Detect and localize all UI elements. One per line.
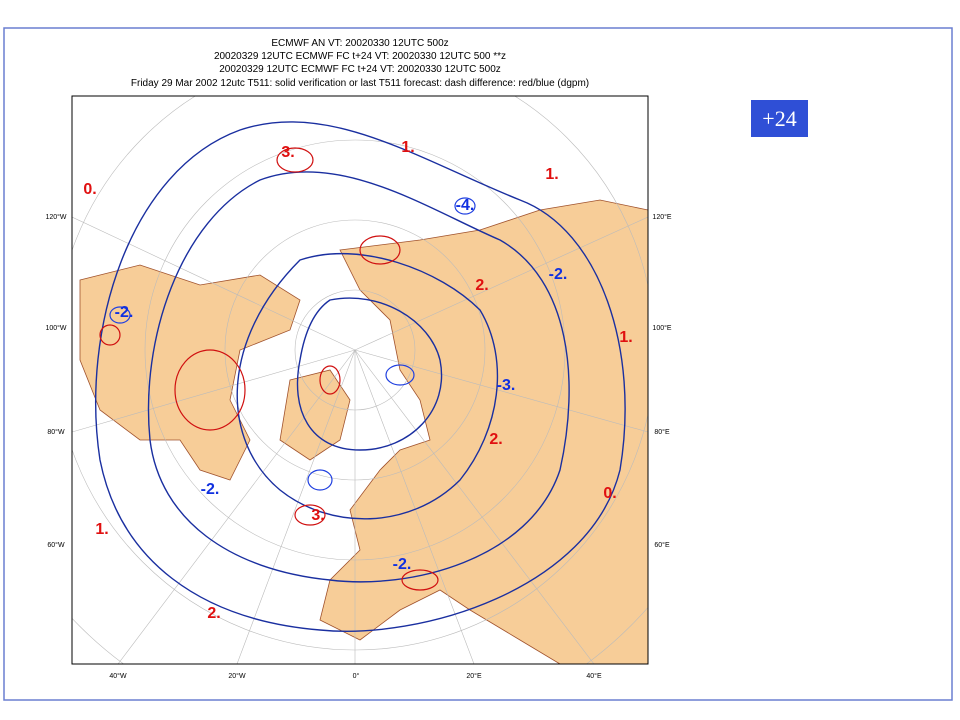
difference-label: 1. — [401, 139, 414, 156]
difference-label: -2. — [549, 266, 568, 283]
difference-label: 1. — [545, 166, 558, 183]
difference-label: 1. — [619, 329, 632, 346]
difference-label: -2. — [115, 304, 134, 321]
latitude-label: 60°W — [47, 541, 65, 549]
difference-label: 2. — [207, 605, 220, 622]
forecast-badge: +24 — [751, 100, 808, 137]
header-line: ECMWF AN VT: 20020330 12UTC 500z — [271, 38, 449, 49]
latitude-label: 60°E — [654, 541, 670, 549]
longitude-label: 20°E — [466, 672, 482, 680]
longitude-label: 40°W — [109, 672, 127, 680]
latitude-label: 80°E — [654, 428, 670, 436]
difference-label: 1. — [95, 521, 108, 538]
difference-label: -2. — [393, 556, 412, 573]
latitude-label: 100°E — [652, 324, 671, 332]
map — [72, 96, 648, 664]
difference-label: 3. — [281, 144, 294, 161]
difference-label: 2. — [489, 431, 502, 448]
header-line: 20020329 12UTC ECMWF FC t+24 VT: 2002033… — [213, 51, 507, 62]
header-line: 20020329 12UTC ECMWF FC t+24 VT: 2002033… — [219, 64, 501, 75]
longitude-label: 20°W — [228, 672, 246, 680]
difference-label: 0. — [603, 485, 616, 502]
map-frame — [71, 95, 649, 665]
difference-label: 2. — [475, 277, 488, 294]
latitude-label: 120°E — [652, 213, 671, 221]
latitude-label: 120°W — [45, 213, 66, 221]
latitude-label: 80°W — [47, 428, 65, 436]
difference-label: 0. — [83, 181, 96, 198]
page-border — [3, 27, 953, 701]
longitude-label: 0° — [353, 672, 360, 680]
header-line: Friday 29 Mar 2002 12utc T511: solid ver… — [130, 78, 590, 89]
difference-label: -2. — [201, 481, 220, 498]
longitude-label: 40°E — [586, 672, 602, 680]
difference-label: -3. — [497, 377, 516, 394]
difference-label: -4. — [456, 197, 475, 214]
latitude-label: 100°W — [45, 324, 66, 332]
difference-label: 3. — [311, 507, 324, 524]
